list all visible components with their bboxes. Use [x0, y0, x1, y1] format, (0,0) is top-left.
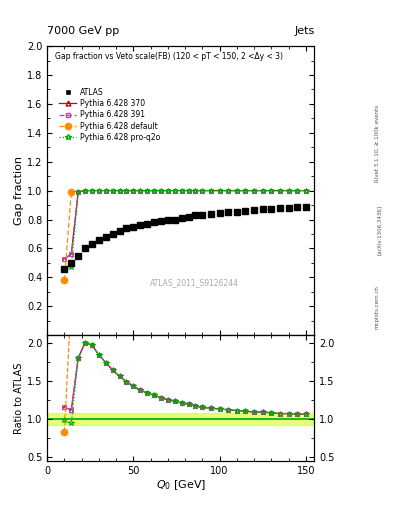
Text: [arXiv:1306.3436]: [arXiv:1306.3436]	[377, 205, 382, 255]
X-axis label: $Q_0$ [GeV]: $Q_0$ [GeV]	[156, 478, 206, 492]
Text: ATLAS_2011_S9126244: ATLAS_2011_S9126244	[150, 279, 239, 288]
Y-axis label: Gap fraction: Gap fraction	[14, 156, 24, 225]
Text: Jets: Jets	[294, 26, 314, 36]
Text: Gap fraction vs Veto scale(FB) (120 < pT < 150, 2 <Δy < 3): Gap fraction vs Veto scale(FB) (120 < pT…	[55, 52, 283, 61]
Bar	[47, 413, 314, 425]
Text: 7000 GeV pp: 7000 GeV pp	[47, 26, 119, 36]
Text: Rivet 3.1.10, ≥ 100k events: Rivet 3.1.10, ≥ 100k events	[375, 105, 380, 182]
Text: mcplots.cern.ch: mcplots.cern.ch	[375, 285, 380, 329]
Y-axis label: Ratio to ATLAS: Ratio to ATLAS	[14, 362, 24, 434]
Legend: ATLAS, Pythia 6.428 370, Pythia 6.428 391, Pythia 6.428 default, Pythia 6.428 pr: ATLAS, Pythia 6.428 370, Pythia 6.428 39…	[56, 84, 163, 145]
